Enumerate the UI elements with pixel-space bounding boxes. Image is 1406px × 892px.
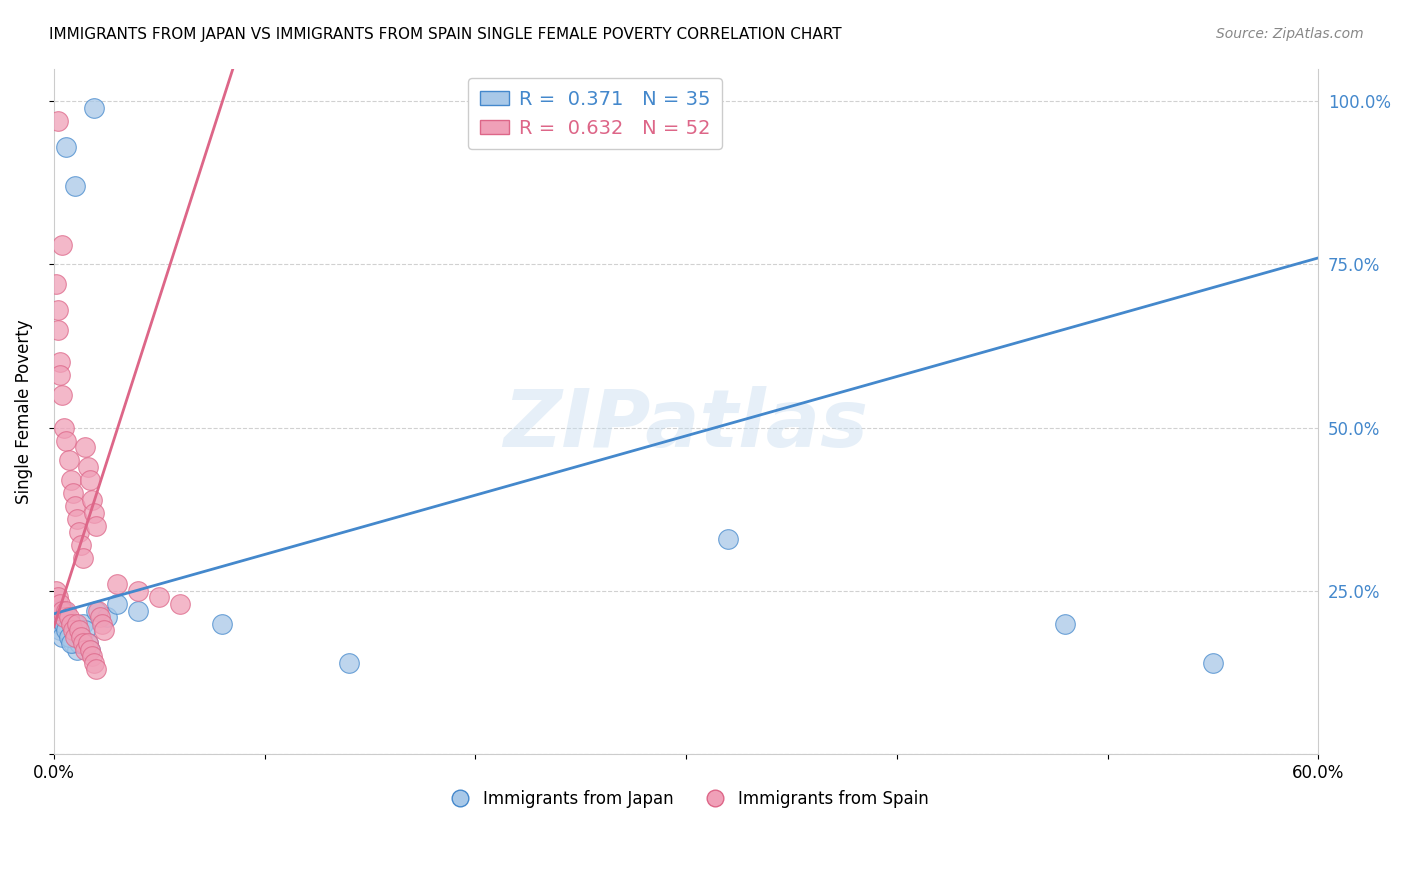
Point: [75, 642, 97, 657]
Point: [66, 642, 89, 657]
Point: [1202, 656, 1225, 670]
Point: [51, 610, 73, 624]
Point: [49, 597, 72, 611]
Point: [148, 591, 170, 605]
Point: [76, 636, 98, 650]
Point: [51, 603, 73, 617]
Point: [87, 603, 110, 617]
Point: [105, 577, 128, 591]
Point: [58, 630, 80, 644]
Point: [70, 538, 93, 552]
Point: [62, 636, 84, 650]
Point: [67, 525, 90, 540]
Text: ZIPatlas: ZIPatlas: [503, 386, 869, 464]
Point: [58, 453, 80, 467]
Point: [70, 630, 93, 644]
Point: [46, 591, 69, 605]
Point: [75, 623, 97, 637]
Point: [72, 551, 94, 566]
Point: [49, 368, 72, 383]
Point: [49, 355, 72, 369]
Point: [211, 616, 233, 631]
Point: [76, 636, 98, 650]
Point: [49, 623, 72, 637]
Point: [75, 440, 97, 454]
Point: [59, 616, 82, 631]
Point: [51, 237, 73, 252]
Point: [67, 636, 90, 650]
Point: [169, 597, 191, 611]
Point: [59, 636, 82, 650]
Point: [51, 388, 73, 402]
Point: [83, 656, 105, 670]
Point: [55, 616, 77, 631]
Point: [84, 518, 107, 533]
Point: [49, 603, 72, 617]
Point: [67, 623, 90, 637]
Point: [89, 610, 111, 624]
Point: [84, 603, 107, 617]
Point: [63, 630, 86, 644]
Text: IMMIGRANTS FROM JAPAN VS IMMIGRANTS FROM SPAIN SINGLE FEMALE POVERTY CORRELATION: IMMIGRANTS FROM JAPAN VS IMMIGRANTS FROM…: [49, 27, 842, 42]
Point: [53, 610, 76, 624]
Point: [63, 179, 86, 194]
Point: [59, 630, 82, 644]
Point: [63, 499, 86, 513]
Point: [62, 623, 84, 637]
Point: [58, 623, 80, 637]
Point: [46, 303, 69, 318]
Point: [79, 642, 101, 657]
Point: [79, 642, 101, 657]
Point: [83, 101, 105, 115]
Point: [127, 603, 149, 617]
Point: [55, 140, 77, 154]
Point: [45, 277, 67, 291]
Point: [51, 630, 73, 644]
Point: [46, 113, 69, 128]
Point: [53, 616, 76, 631]
Point: [66, 616, 89, 631]
Point: [46, 616, 69, 631]
Text: Source: ZipAtlas.com: Source: ZipAtlas.com: [1216, 27, 1364, 41]
Y-axis label: Single Female Poverty: Single Female Poverty: [15, 319, 32, 504]
Point: [93, 623, 115, 637]
Point: [79, 473, 101, 487]
Point: [83, 506, 105, 520]
Point: [55, 623, 77, 637]
Legend: Immigrants from Japan, Immigrants from Spain: Immigrants from Japan, Immigrants from S…: [436, 783, 936, 814]
Point: [80, 492, 103, 507]
Point: [63, 616, 86, 631]
Point: [55, 603, 77, 617]
Point: [84, 662, 107, 676]
Point: [55, 434, 77, 448]
Point: [80, 649, 103, 664]
Point: [127, 583, 149, 598]
Point: [62, 486, 84, 500]
Point: [105, 597, 128, 611]
Point: [91, 616, 114, 631]
Point: [717, 532, 740, 546]
Point: [45, 583, 67, 598]
Point: [58, 610, 80, 624]
Point: [72, 616, 94, 631]
Point: [72, 636, 94, 650]
Point: [1054, 616, 1077, 631]
Point: [46, 323, 69, 337]
Point: [70, 630, 93, 644]
Point: [66, 512, 89, 526]
Point: [337, 656, 360, 670]
Point: [96, 610, 118, 624]
Point: [59, 473, 82, 487]
Point: [45, 610, 67, 624]
Point: [53, 420, 76, 434]
Point: [53, 603, 76, 617]
Point: [76, 459, 98, 474]
